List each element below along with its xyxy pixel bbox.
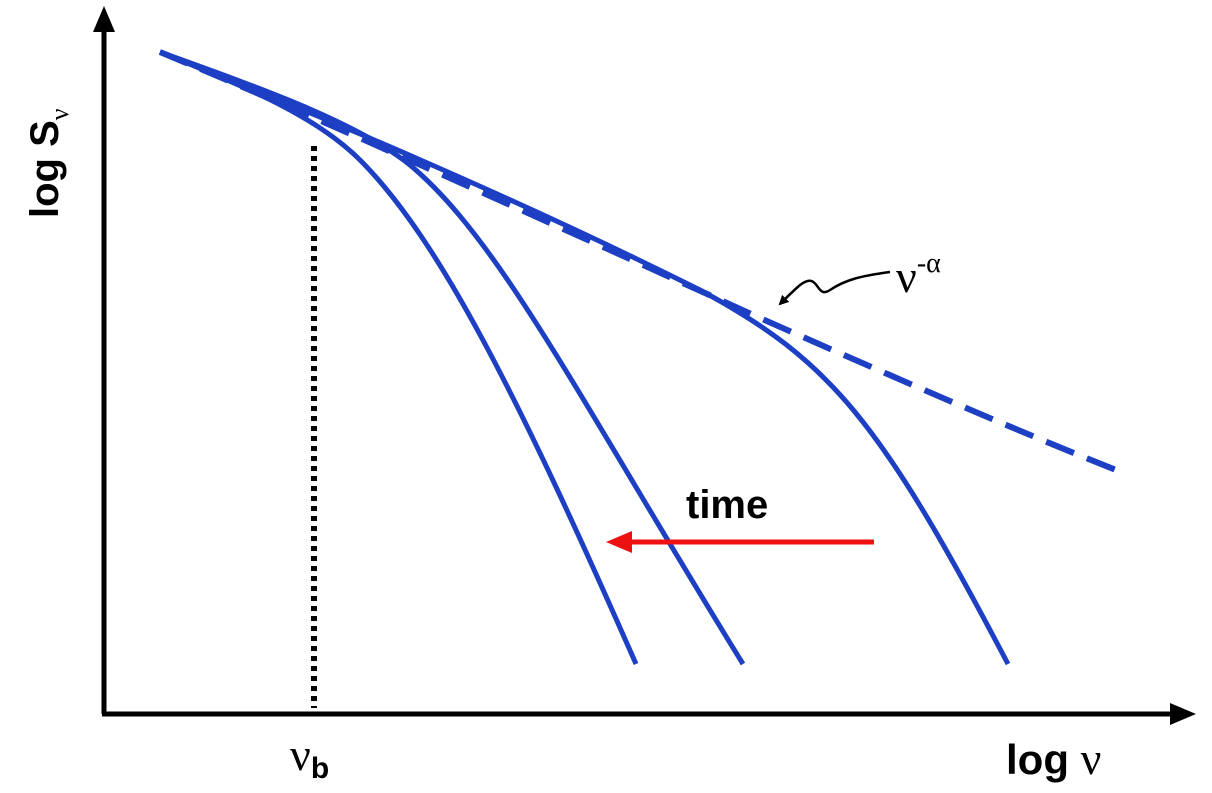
- y-axis-arrowhead: [93, 6, 115, 32]
- break-frequency-subscript: b: [311, 752, 329, 785]
- power-law-exponent: -α: [917, 248, 941, 279]
- y-axis-label-text: log S: [23, 120, 67, 218]
- power-law-base: ν: [896, 251, 917, 302]
- spectrum-curve-youngest: [159, 49, 1011, 666]
- spectrum-curve-oldest: [159, 49, 639, 666]
- time-label: time: [686, 483, 768, 527]
- power-law-label: ν-α: [896, 248, 941, 302]
- spectrum-curve-middle: [159, 49, 746, 666]
- y-axis-label-subscript: ν: [45, 108, 74, 120]
- x-axis-label-text: log: [1006, 736, 1081, 783]
- time-arrow-head: [606, 531, 632, 553]
- x-axis-label: log ν: [1006, 733, 1101, 784]
- break-frequency-variable: ν: [290, 729, 311, 780]
- y-axis-label: log Sν: [23, 108, 74, 218]
- power-law-pointer: [778, 270, 891, 306]
- break-frequency-label: νb: [290, 729, 329, 785]
- x-axis-arrowhead: [1170, 703, 1196, 725]
- x-axis-label-variable: ν: [1081, 733, 1102, 784]
